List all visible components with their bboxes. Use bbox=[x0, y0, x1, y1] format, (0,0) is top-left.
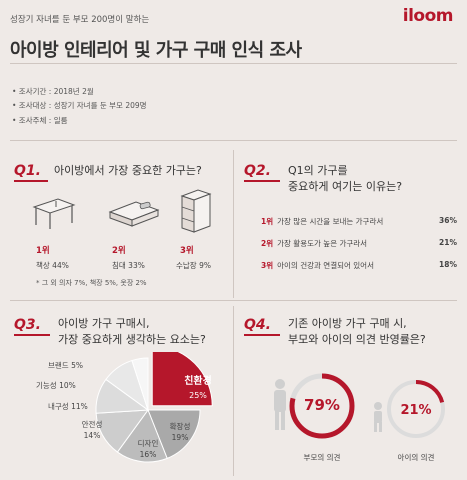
q3-underline bbox=[14, 334, 50, 336]
child-figure-icon bbox=[374, 402, 382, 432]
q3-number: Q3. bbox=[14, 317, 41, 333]
q2-reason-1-rank: 1위 bbox=[261, 217, 274, 226]
q3-label-function: 기능성 10% bbox=[36, 381, 76, 390]
q2-reason-1: 1위 가장 많은 시간을 보내는 가구라서 36% bbox=[261, 216, 457, 227]
q1-rank-1: 1위 bbox=[36, 246, 50, 256]
meta-period: • 조사기간 : 2018년 2월 bbox=[12, 87, 94, 96]
q1-rank-2: 2위 bbox=[112, 246, 126, 256]
q2-reason-3-rank: 3위 bbox=[261, 261, 274, 270]
q2-underline bbox=[244, 180, 280, 182]
q1-item-2: 침대 33% bbox=[112, 261, 145, 270]
q4-child-label: 아이의 의견 bbox=[398, 452, 435, 462]
q2-reason-1-text: 가장 많은 시간을 보내는 가구라서 bbox=[277, 217, 384, 226]
page-title: 아이방 인테리어 및 가구 구매 인식 조사 bbox=[10, 40, 302, 61]
q3-pie-slice-3 bbox=[116, 408, 168, 463]
q2-question-line1: Q1의 가구를 bbox=[288, 164, 348, 177]
q1-item-3: 수납장 9% bbox=[176, 261, 211, 270]
q3-label-brand: 브랜드 5% bbox=[48, 360, 83, 370]
q3-label-safety: 안전성 bbox=[82, 419, 103, 429]
section-divider-top bbox=[10, 140, 457, 141]
vertical-divider-top bbox=[233, 150, 234, 298]
q2-reason-2-text: 가장 활용도가 높은 가구라서 bbox=[277, 239, 368, 248]
q2-reason-3-pct: 18% bbox=[439, 260, 457, 269]
q3-pie-slice-2 bbox=[147, 409, 201, 459]
q2-reason-2-pct: 21% bbox=[439, 238, 457, 247]
bed-icon bbox=[108, 201, 160, 227]
q3-label-eco-pct: 25% bbox=[189, 391, 207, 400]
vertical-divider-bottom bbox=[233, 306, 234, 476]
q1-number: Q1. bbox=[14, 163, 41, 179]
q4-number: Q4. bbox=[244, 317, 271, 333]
q2-reason-3-text: 아이의 건강과 연결되어 있어서 bbox=[277, 261, 374, 270]
q2-reason-3: 3위 아이의 건강과 연결되어 있어서 18% bbox=[261, 260, 457, 271]
q3-pie-slice-7 bbox=[131, 357, 149, 411]
child-ring-value bbox=[387, 380, 445, 438]
q1-rank-3: 3위 bbox=[180, 246, 194, 256]
q2-number: Q2. bbox=[244, 163, 271, 179]
brand-logo: iloom bbox=[402, 6, 454, 26]
q2-question-line2: 중요하게 여기는 이유는? bbox=[288, 180, 403, 193]
q4-parent-label: 부모의 의견 bbox=[304, 452, 341, 462]
q4-underline bbox=[244, 334, 280, 336]
q2-reason-2-rank: 2위 bbox=[261, 239, 274, 248]
q4-child-pct: 21% bbox=[400, 403, 431, 418]
q4-donut-charts: 79% 부모의 의견 21% 아이의 의견 bbox=[274, 373, 445, 462]
q4-parent-pct: 79% bbox=[304, 396, 340, 414]
q3-label-safety-pct: 14% bbox=[84, 431, 101, 440]
q1-note: * 그 외 의자 7%, 책장 5%, 옷장 2% bbox=[36, 279, 147, 287]
q3-question-line2: 가장 중요하게 생각하는 요소는? bbox=[58, 333, 206, 346]
q3-label-design-pct: 16% bbox=[140, 450, 157, 459]
q1-underline bbox=[14, 180, 48, 182]
drawer-icon bbox=[180, 189, 212, 233]
parent-figure-icon bbox=[274, 379, 286, 430]
q1-item-1: 책상 44% bbox=[36, 261, 69, 270]
q3-pie-chart: 브랜드 5% 기능성 10% 내구성 11% 안전성 14% 디자인 16% 확… bbox=[36, 352, 213, 463]
q2-reason-1-pct: 36% bbox=[439, 216, 457, 225]
q3-label-expand-pct: 19% bbox=[172, 433, 189, 442]
q1-section: Q1. bbox=[14, 160, 41, 179]
title-divider bbox=[10, 63, 457, 64]
q4-section: Q4. bbox=[244, 314, 271, 333]
survey-subtitle: 성장기 자녀를 둔 부모 200명이 말하는 bbox=[10, 15, 150, 25]
q3-label-eco: 친환경 bbox=[184, 374, 212, 387]
q3-label-expand: 확장성 bbox=[170, 421, 191, 431]
q3-section: Q3. bbox=[14, 314, 41, 333]
q3-pie-slice-1 bbox=[151, 352, 213, 407]
section-divider-middle bbox=[10, 300, 457, 301]
q2-section: Q2. bbox=[244, 160, 271, 179]
q1-question: 아이방에서 가장 중요한 가구는? bbox=[54, 164, 202, 177]
desk-icon bbox=[32, 198, 76, 229]
parent-ring-value bbox=[289, 373, 355, 439]
q4-question-line1: 기존 아이방 가구 구매 시, bbox=[288, 317, 407, 330]
q3-label-durability: 내구성 11% bbox=[48, 402, 88, 411]
meta-target: • 조사대상 : 성장기 자녀를 둔 부모 209명 bbox=[12, 101, 147, 110]
meta-organizer: • 조사주체 : 일룸 bbox=[12, 116, 68, 125]
q3-question-line1: 아이방 가구 구매시, bbox=[58, 317, 150, 330]
q4-question-line2: 부모와 아이의 의견 반영률은? bbox=[288, 333, 426, 346]
q2-reason-2: 2위 가장 활용도가 높은 가구라서 21% bbox=[261, 238, 457, 249]
q3-label-design: 디자인 bbox=[138, 438, 159, 448]
